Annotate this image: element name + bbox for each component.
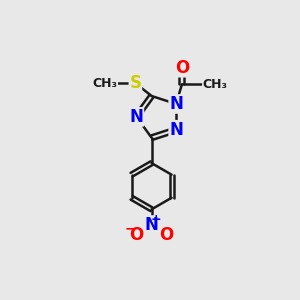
Text: O: O (129, 226, 144, 244)
Text: S: S (129, 74, 141, 92)
Text: N: N (145, 216, 158, 234)
Text: N: N (130, 108, 143, 126)
Text: N: N (169, 95, 183, 113)
Text: −: − (125, 221, 136, 235)
Text: O: O (175, 59, 189, 77)
Text: CH₃: CH₃ (92, 77, 117, 90)
Text: +: + (151, 213, 161, 226)
Text: O: O (160, 226, 174, 244)
Text: N: N (169, 121, 183, 139)
Text: CH₃: CH₃ (203, 78, 228, 91)
